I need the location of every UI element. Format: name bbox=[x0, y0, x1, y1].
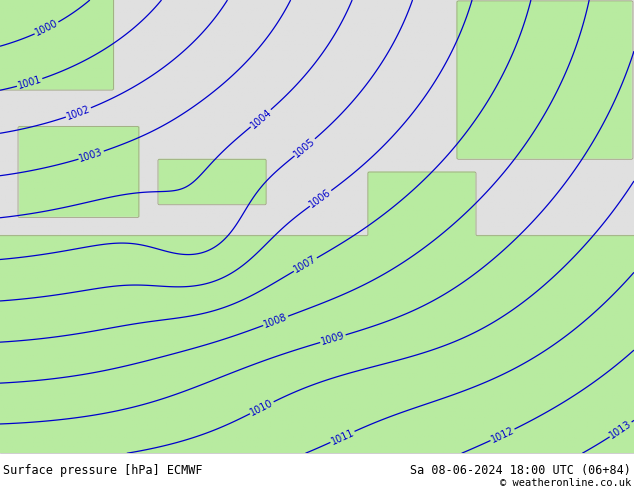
Text: 1013: 1013 bbox=[608, 418, 633, 441]
Text: 1007: 1007 bbox=[292, 254, 318, 275]
Text: 1012: 1012 bbox=[489, 425, 516, 445]
Text: 1004: 1004 bbox=[249, 106, 273, 130]
Text: 1009: 1009 bbox=[320, 330, 346, 347]
Text: 1000: 1000 bbox=[34, 18, 60, 38]
Text: 1011: 1011 bbox=[329, 427, 356, 446]
Text: 1003: 1003 bbox=[78, 147, 105, 164]
Text: 1008: 1008 bbox=[262, 312, 289, 330]
Text: © weatheronline.co.uk: © weatheronline.co.uk bbox=[500, 478, 631, 488]
Text: 1010: 1010 bbox=[249, 398, 275, 417]
Text: Surface pressure [hPa] ECMWF: Surface pressure [hPa] ECMWF bbox=[3, 465, 203, 477]
Text: 1006: 1006 bbox=[307, 187, 333, 210]
Text: 1002: 1002 bbox=[65, 104, 92, 122]
Text: 1005: 1005 bbox=[292, 136, 318, 159]
Text: Sa 08-06-2024 18:00 UTC (06+84): Sa 08-06-2024 18:00 UTC (06+84) bbox=[410, 465, 631, 477]
Text: 1001: 1001 bbox=[16, 74, 43, 91]
